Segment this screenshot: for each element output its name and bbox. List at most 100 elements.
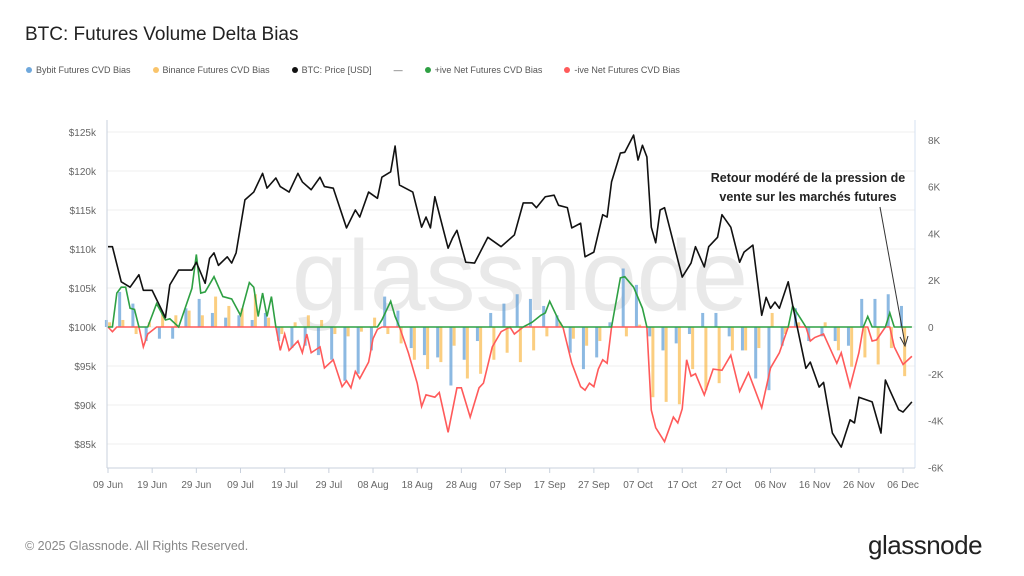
- right-tick-label: 2K: [928, 276, 941, 287]
- left-tick-label: $110k: [69, 245, 97, 256]
- legend-dot-icon: [424, 67, 431, 73]
- binance-bar: [691, 327, 695, 370]
- bybit-bar: [740, 327, 744, 351]
- right-tick-label: -6K: [928, 463, 944, 474]
- bybit-bar: [224, 317, 228, 327]
- binance-bar: [545, 327, 549, 337]
- binance-bar: [253, 294, 257, 327]
- binance-bar: [386, 327, 390, 335]
- binance-bar: [638, 324, 642, 327]
- bybit-bar: [621, 268, 625, 327]
- binance-bar: [121, 319, 125, 327]
- annotation-arrow: [879, 206, 906, 345]
- bybit-bar: [316, 327, 320, 356]
- legend: Bybit Futures CVD Bias Binance Futures C…: [26, 65, 680, 75]
- x-tick-label: 26 Nov: [843, 480, 875, 491]
- binance-bar: [346, 327, 350, 337]
- bybit-bar: [210, 312, 214, 327]
- bybit-bar: [303, 327, 307, 346]
- bybit-bar: [634, 284, 638, 327]
- binance-bar: [704, 327, 708, 391]
- legend-item-price[interactable]: BTC: Price [USD]: [291, 65, 372, 75]
- bybit-bar: [462, 327, 466, 360]
- bybit-bar: [343, 327, 347, 381]
- bybit-bar: [661, 327, 665, 351]
- bars: [104, 268, 907, 405]
- x-tick-label: 16 Nov: [799, 480, 831, 491]
- right-tick-label: 4K: [928, 229, 941, 240]
- left-tick-label: $95k: [74, 362, 97, 373]
- x-tick-label: 07 Oct: [623, 480, 653, 491]
- lines: [107, 134, 913, 448]
- arrow-head-icon: [899, 335, 909, 348]
- binance-bar: [558, 322, 562, 327]
- legend-item-negative-net[interactable]: -ive Net Futures CVD Bias: [564, 65, 680, 75]
- legend-dash: —: [393, 65, 403, 75]
- left-tick-label: $115k: [69, 206, 97, 217]
- bybit-bar: [860, 298, 864, 327]
- binance-bar: [598, 327, 602, 342]
- binance-bar: [770, 312, 774, 327]
- legend-item-binance[interactable]: Binance Futures CVD Bias: [152, 65, 270, 75]
- legend-label: +ive Net Futures CVD Bias: [434, 65, 543, 75]
- bybit-bar: [846, 327, 850, 346]
- legend-label: BTC: Price [USD]: [301, 65, 372, 75]
- binance-bar: [200, 315, 204, 327]
- negative-net-cvd-line: [107, 325, 913, 444]
- binance-bar: [452, 327, 456, 346]
- binance-bar: [373, 317, 377, 327]
- x-tick-label: 07 Sep: [490, 480, 522, 491]
- bybit-bar: [581, 327, 585, 370]
- binance-bar: [783, 327, 787, 335]
- binance-bar: [333, 327, 337, 335]
- binance-bar: [161, 312, 165, 327]
- binance-bar: [359, 327, 363, 332]
- legend-item-separator: —: [394, 65, 403, 75]
- bybit-bar: [356, 327, 360, 374]
- chart-title: BTC: Futures Volume Delta Bias: [25, 24, 299, 45]
- left-tick-label: $125k: [69, 128, 97, 139]
- bybit-bar: [608, 322, 612, 327]
- binance-bar: [744, 327, 748, 351]
- binance-bar: [465, 327, 469, 379]
- bybit-bar: [820, 327, 824, 337]
- positive-net-cvd-line: [108, 254, 912, 329]
- bybit-bar: [833, 327, 837, 342]
- bybit-bar: [263, 312, 267, 327]
- binance-bar: [863, 327, 867, 358]
- x-tick-label: 06 Nov: [755, 480, 787, 491]
- bybit-bar: [899, 305, 903, 327]
- bybit-bar: [515, 294, 519, 327]
- binance-bar: [505, 327, 509, 353]
- binance-bar: [664, 327, 668, 402]
- binance-bar: [240, 308, 244, 327]
- bybit-bar: [157, 327, 161, 339]
- legend-item-positive-net[interactable]: +ive Net Futures CVD Bias: [424, 65, 543, 75]
- binance-bar: [836, 327, 840, 351]
- binance-bar: [293, 322, 297, 327]
- x-tick-label: 27 Sep: [578, 480, 610, 491]
- right-tick-label: 6K: [928, 183, 941, 194]
- binance-bar: [439, 327, 443, 363]
- right-tick-label: -4K: [928, 417, 944, 428]
- left-tick-label: $90k: [74, 401, 97, 412]
- legend-dot-icon: [26, 67, 32, 73]
- bybit-bar: [489, 312, 493, 327]
- bybit-bar: [568, 327, 572, 353]
- binance-bar: [174, 315, 178, 327]
- binance-bar: [532, 327, 536, 351]
- x-tick-label: 29 Jul: [316, 480, 343, 491]
- legend-item-bybit[interactable]: Bybit Futures CVD Bias: [26, 65, 131, 75]
- bybit-bar: [118, 291, 122, 327]
- bybit-bar: [409, 327, 413, 349]
- binance-bar: [797, 322, 801, 327]
- binance-bar: [399, 327, 403, 344]
- binance-bar: [651, 327, 655, 398]
- x-tick-label: 29 Jun: [181, 480, 211, 491]
- x-tick-label: 18 Aug: [402, 480, 433, 491]
- bybit-bar: [674, 327, 678, 344]
- binance-bar: [730, 327, 734, 351]
- bybit-bar: [171, 327, 175, 339]
- bybit-bar: [475, 327, 479, 342]
